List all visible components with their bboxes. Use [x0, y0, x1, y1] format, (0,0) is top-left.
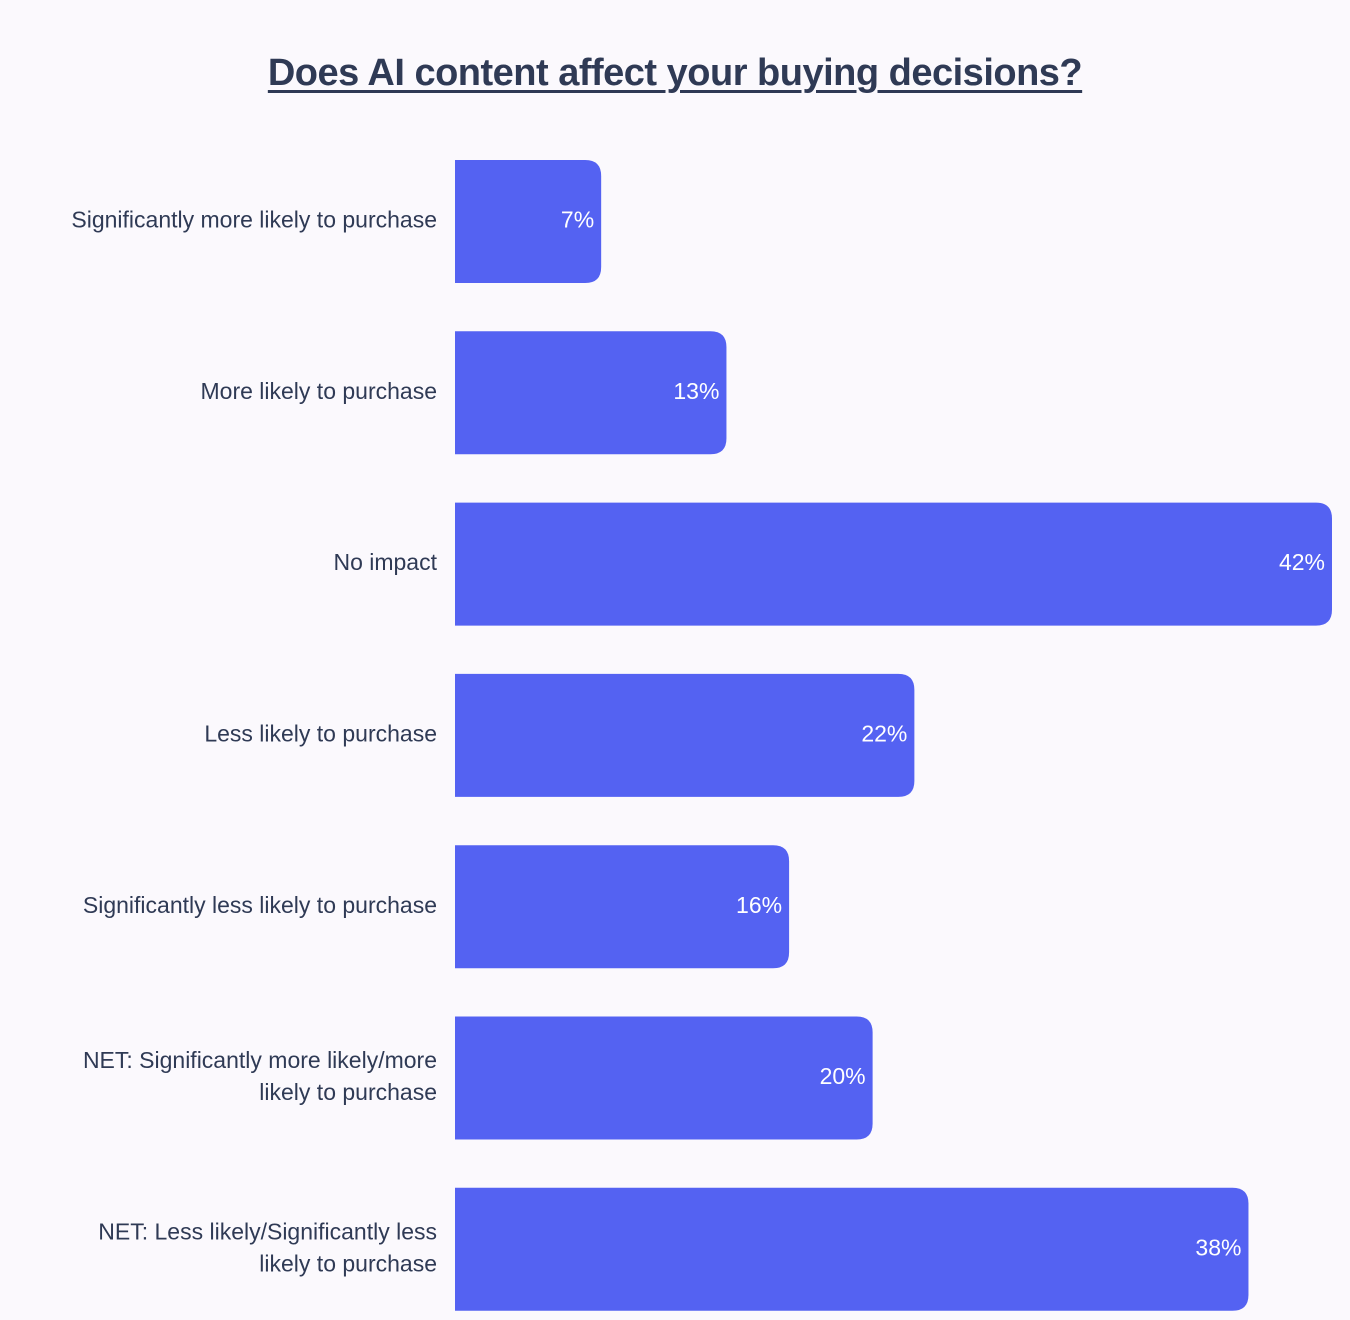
value-label-7: 38%: [1195, 1234, 1241, 1260]
bar-6: [455, 1016, 873, 1140]
bar-7: [455, 1187, 1249, 1311]
category-label-6: NET: Significantly more likely/more likel…: [83, 1047, 437, 1105]
category-label-2: More likely to purchase: [201, 378, 438, 404]
value-label-5: 16%: [736, 892, 782, 918]
bar-1: [455, 160, 602, 283]
category-label-7: NET: Less likely/Significantly less likel…: [98, 1218, 437, 1276]
category-label-3: No impact: [333, 549, 437, 575]
bar-4: [455, 673, 915, 797]
value-label-6: 20%: [820, 1063, 866, 1089]
bar-2: [455, 331, 727, 455]
bar-3: [455, 502, 1332, 626]
value-label-3: 42%: [1279, 549, 1325, 575]
bars-group: 7% Significantly more likely to purchase 1…: [71, 160, 1332, 1311]
value-label-4: 22%: [861, 720, 907, 746]
chart-title: Does AI content affect your buying decis…: [267, 52, 1083, 94]
value-label-1: 7%: [561, 207, 594, 233]
category-label-4: Less likely to purchase: [204, 720, 437, 746]
bar-5: [455, 845, 790, 969]
category-label-5: Significantly less likely to purchase: [83, 892, 437, 918]
category-label-1: Significantly more likely to purchase: [71, 207, 437, 233]
value-label-2: 13%: [673, 378, 719, 404]
